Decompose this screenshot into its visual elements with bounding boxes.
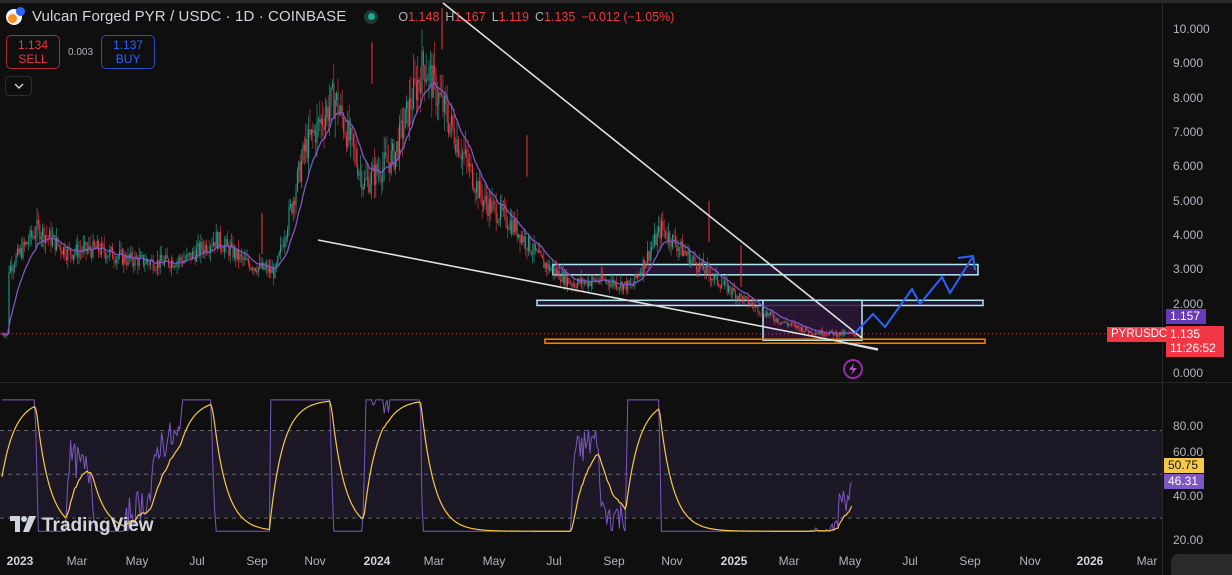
- price-tick: 2.000: [1173, 297, 1204, 311]
- time-tick: 2026: [1076, 554, 1104, 568]
- open-label: O: [398, 9, 409, 24]
- corner-widget[interactable]: [1171, 554, 1232, 575]
- time-tick: Mar: [1136, 554, 1158, 568]
- tradingview-logo[interactable]: TradingView: [10, 515, 154, 537]
- time-tick: Sep: [959, 554, 981, 568]
- rsi-ma-label: 50.75: [1164, 458, 1204, 473]
- collapse-legend-button[interactable]: [5, 76, 32, 96]
- pane-divider[interactable]: [0, 382, 1232, 383]
- sell-label: SELL: [18, 52, 48, 66]
- close-label: C: [535, 9, 545, 24]
- last-price-label: 1.135 11:26:52: [1166, 326, 1224, 357]
- rsi-tick: 80.00: [1173, 419, 1204, 433]
- sell-button[interactable]: 1.134 SELL: [6, 35, 60, 69]
- buy-price: 1.137: [113, 38, 144, 52]
- market-open-dot-icon: [364, 9, 379, 24]
- price-tick: 5.000: [1173, 194, 1204, 208]
- ohlc-legend: O1.148 H1.167 L1.119 C1.135 −0.012 (−1.0…: [398, 10, 674, 24]
- buy-button[interactable]: 1.137 BUY: [101, 35, 156, 69]
- time-tick: Mar: [66, 554, 88, 568]
- time-tick: May: [125, 554, 149, 568]
- price-chart-canvas[interactable]: [0, 0, 1162, 575]
- price-tick: 8.000: [1173, 91, 1204, 105]
- price-tick: 6.000: [1173, 159, 1204, 173]
- plot-area[interactable]: [0, 0, 1162, 575]
- price-tick: 0.000: [1173, 366, 1204, 380]
- time-tick: 2023: [6, 554, 34, 568]
- low-label: L: [491, 9, 499, 24]
- time-tick: Mar: [778, 554, 800, 568]
- time-tick: Mar: [423, 554, 445, 568]
- price-tick: 3.000: [1173, 262, 1204, 276]
- high-value: 1.167: [454, 9, 486, 24]
- ma-price-label: 1.157: [1166, 309, 1206, 324]
- time-tick: Nov: [304, 554, 326, 568]
- pyr-coin-icon: [6, 6, 25, 25]
- high-label: H: [445, 9, 455, 24]
- chart-header: Vulcan Forged PYR / USDC · 1D · COINBASE…: [6, 6, 674, 25]
- price-tick: 9.000: [1173, 56, 1204, 70]
- rsi-value-label: 46.31: [1164, 474, 1204, 489]
- symbol-title[interactable]: Vulcan Forged PYR / USDC · 1D · COINBASE: [32, 8, 347, 25]
- last-price-value: 1.135: [1170, 327, 1201, 341]
- price-tick: 4.000: [1173, 228, 1204, 242]
- tradingview-logo-text: TradingView: [42, 515, 154, 536]
- time-tick: Nov: [661, 554, 683, 568]
- time-tick: Jul: [902, 554, 918, 568]
- low-value: 1.119: [498, 9, 530, 24]
- time-tick: Jul: [546, 554, 562, 568]
- top-border: [0, 0, 1232, 3]
- change-value: −0.012 (−1.05%): [581, 9, 675, 24]
- price-tick: 10.000: [1173, 22, 1210, 36]
- price-tick: 7.000: [1173, 125, 1204, 139]
- chevron-down-icon: [14, 83, 23, 89]
- spread-value: 0.003: [68, 46, 94, 58]
- symbol-price-tag: PYRUSDC: [1107, 327, 1172, 342]
- lightning-event-icon[interactable]: [843, 359, 863, 379]
- price-axis[interactable]: 10.000 9.000 8.000 7.000 6.000 5.000 4.0…: [1162, 0, 1232, 575]
- rsi-tick: 40.00: [1173, 489, 1204, 503]
- trade-panel: 1.134 SELL 0.003 1.137 BUY: [6, 35, 156, 69]
- rsi-tick: 60.00: [1173, 445, 1204, 459]
- buy-label: BUY: [115, 52, 141, 66]
- sell-price: 1.134: [17, 38, 49, 52]
- time-tick: May: [482, 554, 506, 568]
- rsi-tick: 20.00: [1173, 533, 1204, 547]
- time-tick: Nov: [1019, 554, 1041, 568]
- close-value: 1.135: [544, 9, 576, 24]
- open-value: 1.148: [408, 9, 440, 24]
- bar-countdown: 11:26:52: [1170, 341, 1216, 355]
- time-tick: Sep: [603, 554, 625, 568]
- time-tick: Sep: [246, 554, 268, 568]
- time-tick: 2025: [720, 554, 748, 568]
- time-tick: May: [838, 554, 862, 568]
- tradingview-mark-icon: [10, 515, 36, 537]
- time-tick: 2024: [363, 554, 391, 568]
- time-tick: Jul: [189, 554, 205, 568]
